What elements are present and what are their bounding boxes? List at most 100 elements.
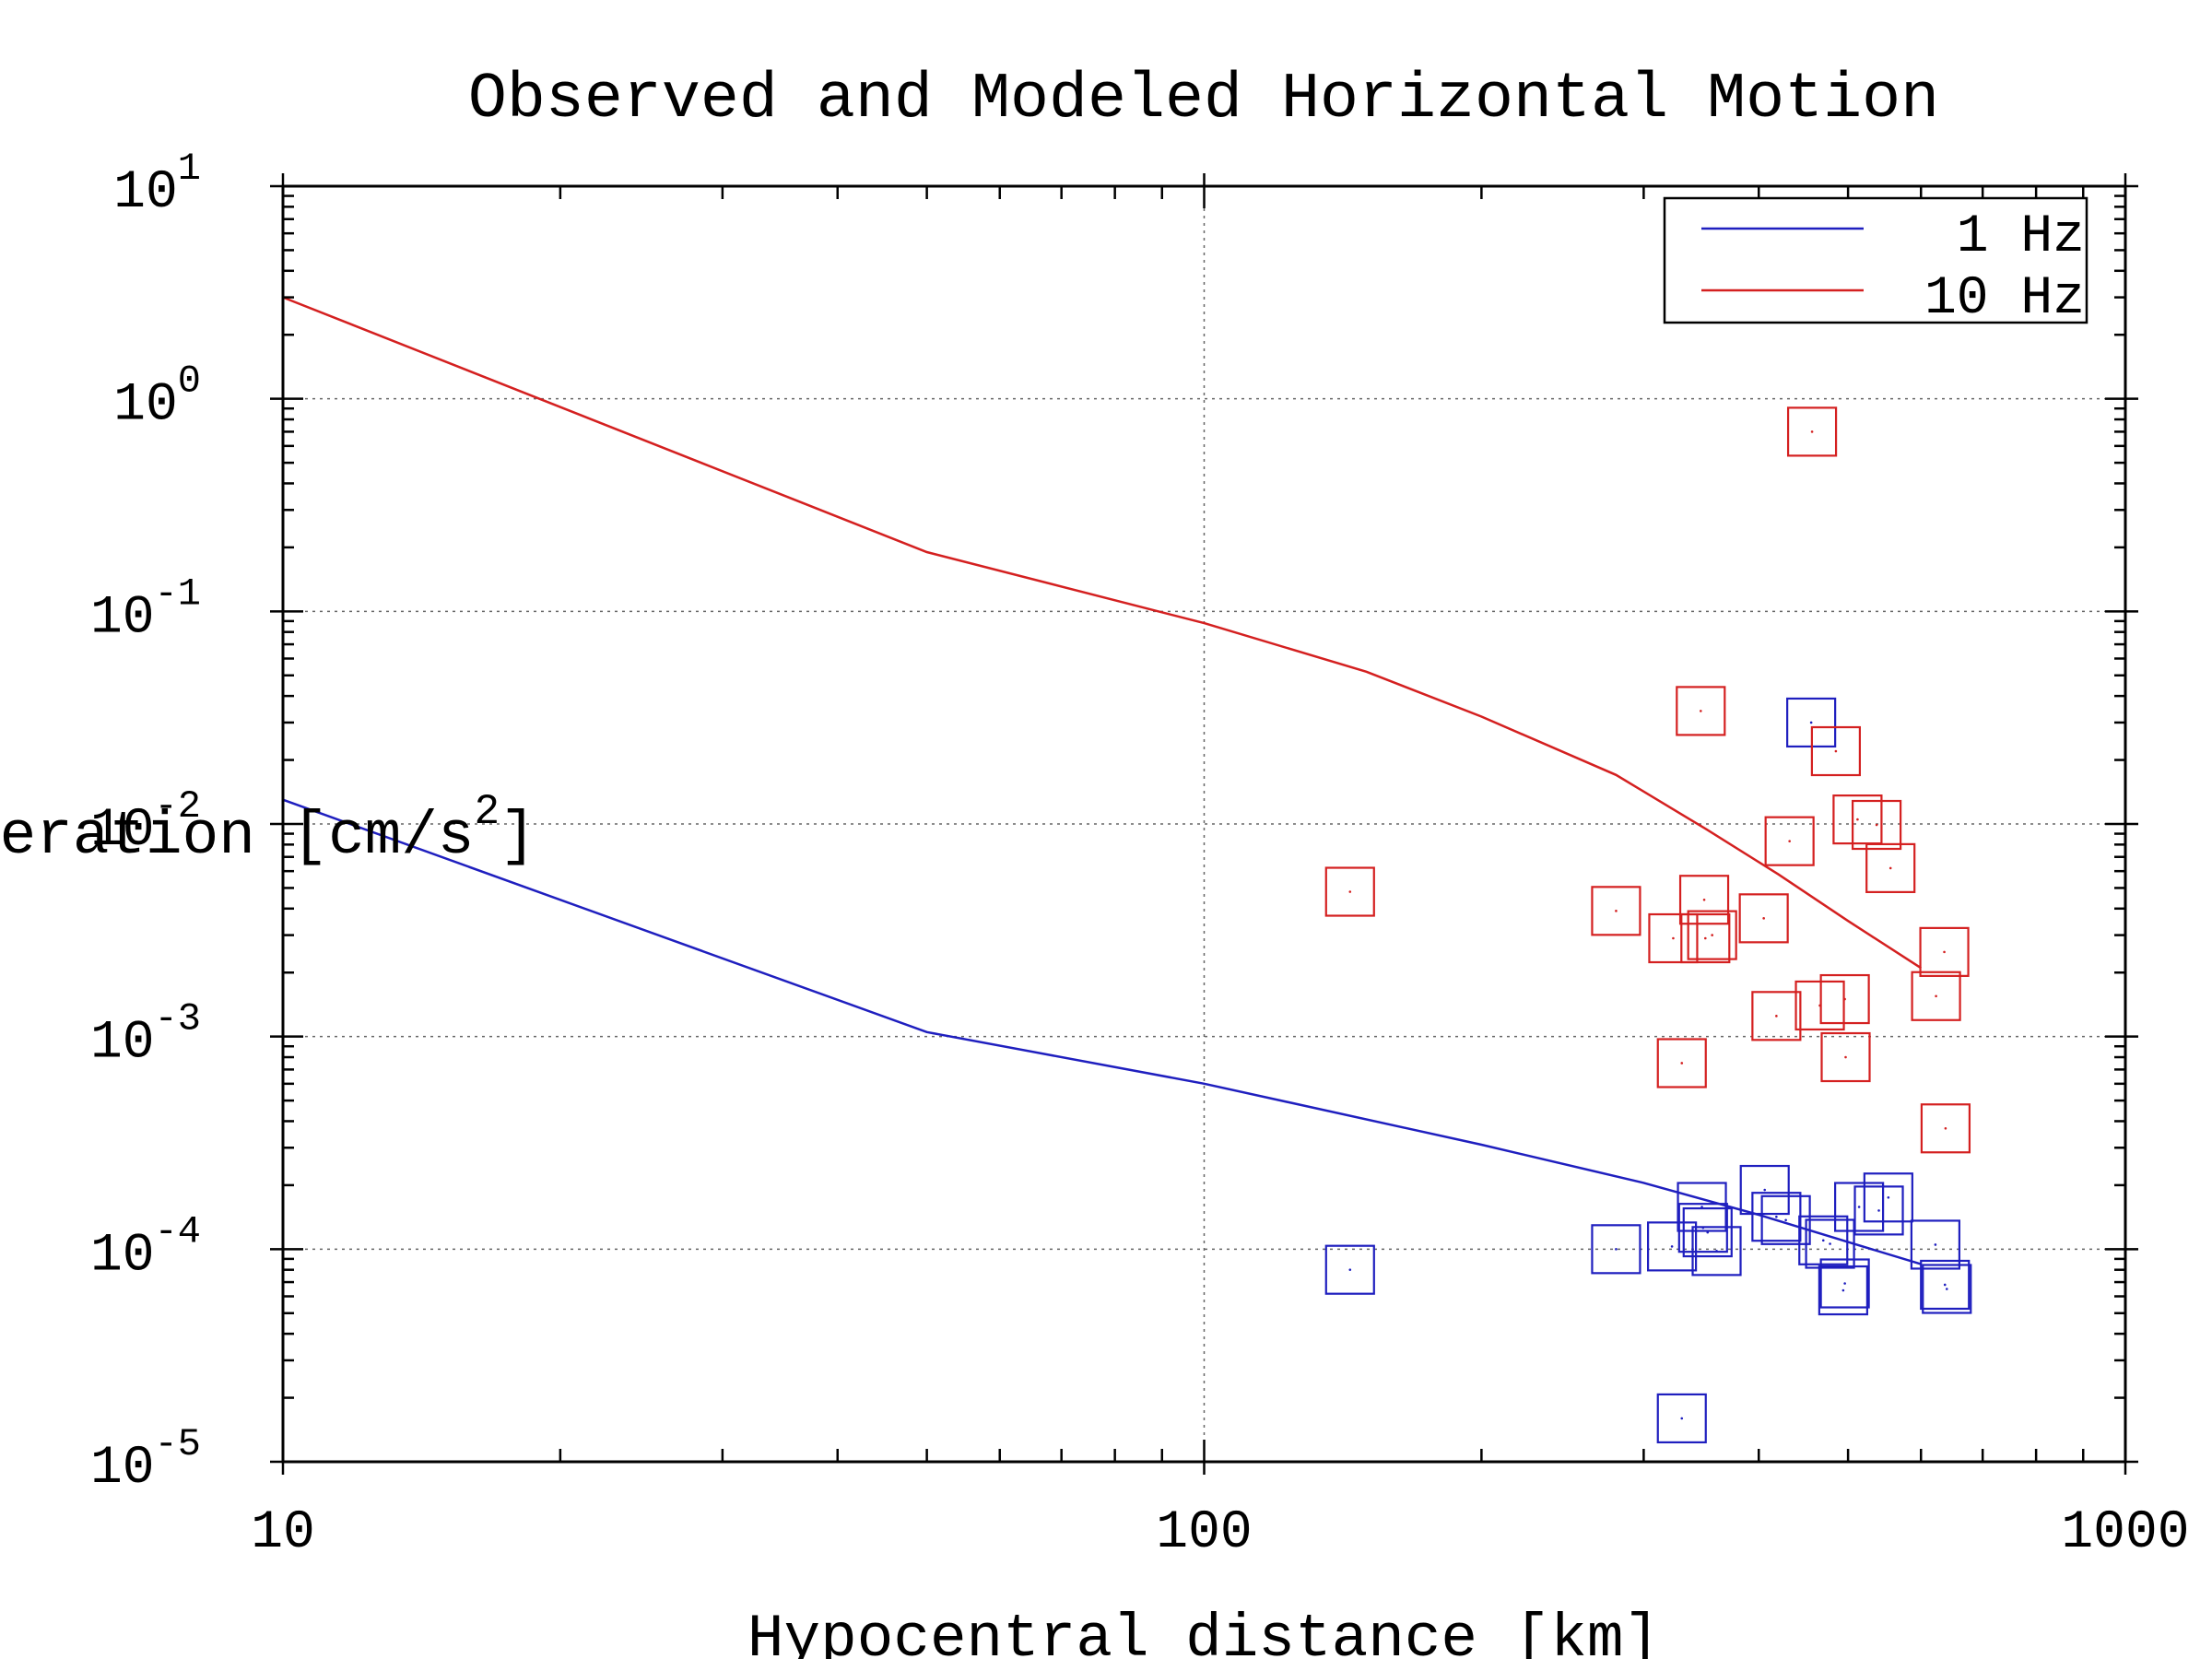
data-point-10hz: [1680, 912, 1731, 964]
data-point-1hz: [1853, 1185, 1904, 1236]
series-layer: [282, 296, 1972, 1444]
data-point-1hz: [1656, 1393, 1707, 1444]
y-tick-label: 10-2: [90, 784, 201, 861]
data-point-10hz: [1819, 973, 1870, 1025]
x-tick-label: 10: [251, 1503, 315, 1563]
data-point-1hz: [1863, 1172, 1913, 1223]
data-point-center-10hz: [1672, 936, 1675, 940]
y-tick-label: 10-1: [90, 571, 201, 648]
y-tick-label-exponent: -1: [155, 571, 201, 616]
y-tick-label-exponent: 1: [178, 147, 201, 191]
y-tick-label-base: 10: [90, 801, 155, 861]
y-axis-label: leration [cm/s2]: [0, 788, 536, 871]
y-tick-label-base: 10: [90, 1439, 155, 1499]
data-point-10hz: [1687, 910, 1737, 960]
data-point-10hz: [1820, 1031, 1871, 1083]
legend: 1 Hz 10 Hz: [1663, 196, 2088, 329]
data-point-10hz: [1678, 875, 1730, 925]
data-point-center-10hz: [1834, 749, 1838, 753]
data-point-center-10hz: [1944, 1126, 1947, 1130]
data-point-center-1hz: [1670, 1245, 1674, 1248]
data-point-1hz: [1647, 1221, 1698, 1272]
data-point-center-1hz: [1706, 1230, 1710, 1234]
data-point-center-1hz: [1615, 1248, 1618, 1251]
y-tick-label: 101: [113, 147, 201, 223]
data-point-10hz: [1920, 1103, 1971, 1154]
y-axis-label-superscript: 2: [475, 788, 500, 836]
data-point-center-10hz: [1700, 710, 1702, 712]
y-tick-label: 100: [113, 359, 201, 436]
x-axis-label: Hypocentral distance [km]: [747, 1605, 1660, 1659]
data-point-10hz: [1852, 799, 1902, 851]
data-point-center-10hz: [1935, 994, 1937, 998]
y-tick-label-exponent: -2: [155, 784, 201, 829]
data-point-10hz: [1751, 991, 1802, 1041]
data-point-1hz: [1591, 1224, 1641, 1275]
x-tick-label: 100: [1156, 1503, 1252, 1563]
y-tick-label-exponent: -3: [155, 997, 201, 1041]
data-point-10hz: [1810, 725, 1861, 777]
x-tick-label: 1000: [2061, 1503, 2189, 1563]
data-point-1hz: [1910, 1219, 1960, 1270]
data-point-center-1hz: [1821, 1239, 1825, 1242]
data-point-center-1hz: [1934, 1243, 1937, 1246]
data-point-1hz: [1324, 1244, 1375, 1295]
legend-label-1hz: 1 Hz: [1957, 207, 2085, 267]
axis-ticks: [270, 173, 2138, 1475]
data-point-center-1hz: [1857, 1206, 1861, 1208]
data-point-center-1hz: [1715, 1250, 1718, 1253]
data-point-center-10hz: [1711, 934, 1713, 936]
data-point-center-10hz: [1844, 1055, 1847, 1059]
y-tick-label: 10-3: [90, 997, 201, 1074]
model-line-1hz: [282, 798, 1922, 1265]
legend-box: [1663, 196, 2088, 324]
data-point-10hz: [1764, 816, 1815, 866]
data-point-center-10hz: [1615, 910, 1618, 912]
x-tick-labels: 10 100 1000: [251, 1503, 2189, 1563]
data-point-10hz: [1324, 866, 1375, 917]
data-point-1hz: [1805, 1218, 1855, 1269]
data-point-center-1hz: [1943, 1283, 1947, 1287]
data-point-10hz: [1865, 842, 1916, 893]
y-tick-label-base: 10: [90, 1226, 155, 1286]
data-point-1hz: [1818, 1265, 1868, 1316]
data-point-center-10hz: [1775, 1015, 1778, 1018]
y-tick-label: 10-4: [90, 1209, 201, 1286]
data-point-center-1hz: [1887, 1195, 1890, 1199]
data-point-1hz: [1677, 1182, 1727, 1232]
data-point-10hz: [1919, 926, 1970, 977]
data-point-center-1hz: [1680, 1417, 1684, 1420]
grid-lines: [283, 186, 2125, 1462]
model-line-10hz: [282, 296, 1922, 970]
data-point-center-1hz: [1841, 1288, 1845, 1292]
data-point-10hz: [1648, 912, 1699, 964]
y-tick-label-exponent: 0: [178, 359, 201, 404]
data-point-center-1hz: [1829, 1242, 1831, 1245]
data-point-center-10hz: [1703, 936, 1707, 940]
data-point-center-10hz: [1943, 950, 1946, 954]
data-point-center-10hz: [1856, 818, 1859, 821]
data-point-1hz: [1798, 1215, 1849, 1265]
y-tick-label-base: 10: [90, 1014, 155, 1074]
y-tick-label-base: 10: [90, 588, 155, 648]
chart-title: Observed and Modeled Horizontal Motion: [468, 64, 1939, 136]
legend-label-10hz: 10 Hz: [1924, 269, 2085, 329]
data-point-center-10hz: [1875, 823, 1878, 827]
data-point-center-10hz: [1810, 430, 1814, 433]
data-point-center-10hz: [1888, 866, 1892, 870]
y-tick-label-base: 10: [113, 163, 178, 223]
data-point-center-1hz: [1775, 1215, 1778, 1218]
y-axis-label-main: leration [cm/s: [0, 802, 475, 871]
data-point-10hz: [1656, 1038, 1707, 1088]
data-point-center-10hz: [1788, 840, 1791, 842]
y-axis-label-suffix: ]: [500, 802, 536, 871]
data-point-1hz: [1682, 1206, 1733, 1258]
data-point-center-1hz: [1348, 1268, 1352, 1271]
data-point-10hz: [1786, 406, 1838, 457]
data-point-1hz: [1920, 1259, 1971, 1311]
data-point-center-1hz: [1784, 1218, 1787, 1222]
data-point-10hz: [1832, 794, 1883, 845]
y-tick-label-base: 10: [113, 376, 178, 436]
